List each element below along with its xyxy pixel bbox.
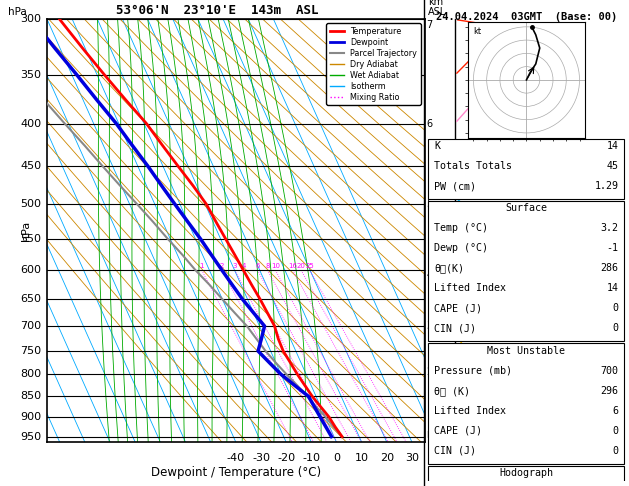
Text: Surface: Surface [506, 204, 547, 213]
Text: θᴇ(K): θᴇ(K) [435, 263, 464, 274]
Text: Temp (°C): Temp (°C) [435, 224, 489, 233]
Text: 20: 20 [297, 263, 306, 269]
Text: 6: 6 [426, 119, 433, 129]
Text: -30: -30 [252, 453, 270, 463]
Text: Most Unstable: Most Unstable [487, 346, 565, 356]
Text: -1: -1 [606, 243, 618, 254]
Text: Dewpoint / Temperature (°C): Dewpoint / Temperature (°C) [151, 466, 321, 479]
Text: 286: 286 [601, 263, 618, 274]
Text: -10: -10 [303, 453, 320, 463]
Text: θᴇ (K): θᴇ (K) [435, 386, 470, 396]
Text: 10: 10 [271, 263, 280, 269]
Text: 300: 300 [21, 15, 42, 24]
Text: 5: 5 [426, 199, 433, 209]
Bar [428, 139, 625, 199]
Text: 16: 16 [288, 263, 297, 269]
Text: km
ASL: km ASL [428, 0, 447, 17]
Text: hPa: hPa [21, 221, 31, 241]
Text: 2: 2 [220, 263, 225, 269]
Text: 850: 850 [20, 391, 42, 401]
Text: Totals Totals: Totals Totals [435, 161, 513, 171]
Text: 1.29: 1.29 [594, 181, 618, 191]
Text: Hodograph: Hodograph [499, 469, 554, 478]
Text: 6: 6 [613, 406, 618, 416]
Text: Mixing Ratio (g/kg): Mixing Ratio (g/kg) [445, 209, 454, 295]
Text: Pressure (mb): Pressure (mb) [435, 366, 513, 376]
Text: CAPE (J): CAPE (J) [435, 303, 482, 313]
Text: Lifted Index: Lifted Index [435, 406, 506, 416]
Text: 6: 6 [255, 263, 260, 269]
Text: 0: 0 [613, 446, 618, 456]
Bar [428, 201, 625, 341]
Text: 650: 650 [21, 294, 42, 304]
Text: 500: 500 [21, 199, 42, 209]
Text: 14: 14 [606, 141, 618, 151]
Text: 7: 7 [426, 20, 433, 31]
Text: 2: 2 [426, 367, 433, 377]
Text: 0: 0 [333, 453, 340, 463]
Text: K: K [435, 141, 440, 151]
Text: Lifted Index: Lifted Index [435, 283, 506, 294]
Text: 700: 700 [601, 366, 618, 376]
Text: 0: 0 [613, 324, 618, 333]
Text: PW (cm): PW (cm) [435, 181, 476, 191]
Text: 8: 8 [265, 263, 270, 269]
Text: LCL: LCL [426, 431, 442, 440]
Text: 25: 25 [306, 263, 314, 269]
Text: 700: 700 [20, 321, 42, 331]
Text: 3.2: 3.2 [601, 224, 618, 233]
Text: 750: 750 [20, 346, 42, 356]
Text: 1: 1 [199, 263, 204, 269]
Text: 550: 550 [21, 234, 42, 244]
Title: 53°06'N  23°10'E  143m  ASL: 53°06'N 23°10'E 143m ASL [116, 4, 318, 17]
Text: 296: 296 [601, 386, 618, 396]
Text: 3: 3 [233, 263, 237, 269]
Text: 14: 14 [606, 283, 618, 294]
Text: CAPE (J): CAPE (J) [435, 426, 482, 436]
Text: 3: 3 [426, 321, 433, 331]
Text: CIN (J): CIN (J) [435, 446, 476, 456]
Text: 4: 4 [426, 270, 433, 280]
Text: 950: 950 [20, 432, 42, 442]
Text: 0: 0 [613, 426, 618, 436]
Text: 1: 1 [426, 412, 433, 422]
Text: 450: 450 [20, 161, 42, 171]
Legend: Temperature, Dewpoint, Parcel Trajectory, Dry Adiabat, Wet Adiabat, Isotherm, Mi: Temperature, Dewpoint, Parcel Trajectory… [326, 23, 421, 105]
Text: hPa: hPa [8, 7, 26, 17]
Text: 10: 10 [355, 453, 369, 463]
Text: 400: 400 [20, 119, 42, 129]
Text: 900: 900 [20, 412, 42, 422]
Text: -20: -20 [277, 453, 295, 463]
Bar [428, 344, 625, 464]
Text: Dewp (°C): Dewp (°C) [435, 243, 489, 254]
Text: 45: 45 [606, 161, 618, 171]
Text: 20: 20 [380, 453, 394, 463]
Bar [428, 466, 625, 486]
Text: 600: 600 [21, 265, 42, 275]
Text: 24.04.2024  03GMT  (Base: 00): 24.04.2024 03GMT (Base: 00) [436, 12, 617, 22]
Text: -40: -40 [227, 453, 245, 463]
Text: 4: 4 [242, 263, 246, 269]
Text: 30: 30 [405, 453, 419, 463]
Text: 800: 800 [20, 369, 42, 380]
Text: CIN (J): CIN (J) [435, 324, 476, 333]
Text: 0: 0 [613, 303, 618, 313]
Text: 350: 350 [21, 70, 42, 80]
